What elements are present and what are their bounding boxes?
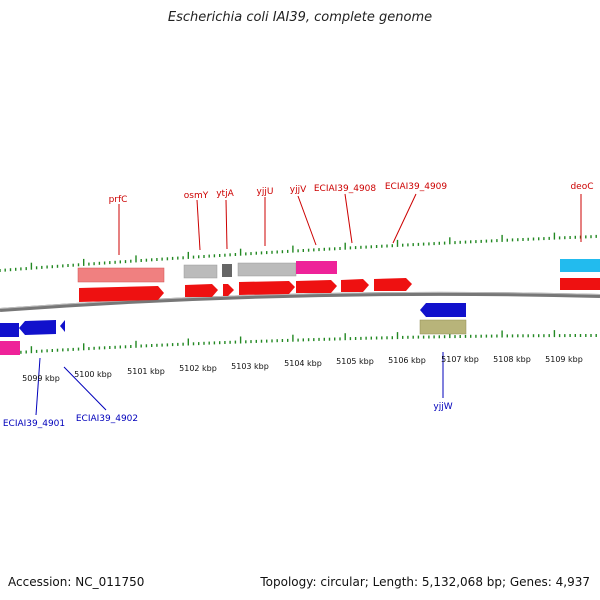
tick-label-5101: 5101 kbp [127,367,165,376]
label-ytjA: ytjA [216,189,234,199]
label-osmY: osmY [184,191,209,201]
osmY-gene[interactable] [185,284,218,297]
deoC-feature[interactable] [560,259,600,272]
ECIAI39_4908-gene[interactable] [341,279,369,292]
genome-backbone [0,291,600,312]
yjjU-gene[interactable] [239,281,295,295]
label-deoC: deoC [570,182,593,192]
ECIAI39_4902-gene[interactable] [19,320,56,335]
tick-label-5104: 5104 kbp [284,359,322,368]
ECIAI39_4901-feature[interactable] [0,341,20,355]
label-ECIAI39_4901: ECIAI39_4901 [3,419,65,429]
prfC-feature[interactable] [77,267,165,283]
label-yjjU: yjjU [257,187,274,197]
tick-label-5106: 5106 kbp [388,356,426,365]
osmY-feature[interactable] [183,264,218,279]
kbp-tick-labels: 5099 kbp 5100 kbp 5101 kbp 5102 kbp 5103… [22,355,583,383]
yjjV-gene[interactable] [296,280,337,293]
prfC-gene[interactable] [79,286,164,302]
inner-tick-ring [0,330,597,355]
ytjA-feature[interactable] [222,264,232,277]
yjjW-feature[interactable] [419,319,467,335]
tick-label-5107: 5107 kbp [441,355,479,364]
genome-backbone-highlight [0,291,600,309]
tick-label-5105: 5105 kbp [336,357,374,366]
yjjW-gene[interactable] [420,303,466,317]
ECIAI39_4909-gene[interactable] [374,278,412,291]
tick-label-5108: 5108 kbp [493,355,531,364]
genome-summary-text: Topology: circular; Length: 5,132,068 bp… [260,575,590,589]
ECIAI39_4901-gene[interactable] [0,323,19,337]
tick-label-5100: 5100 kbp [74,370,112,379]
label-yjjW: yjjW [433,402,452,412]
label-yjjV: yjjV [290,185,307,195]
small-reverse-arrow[interactable] [60,320,65,332]
accession-text: Accession: NC_011750 [8,575,145,589]
map-title: Escherichia coli IAI39, complete genome [167,10,433,25]
forward-label-leaders [118,193,582,255]
ytjA-gene[interactable] [223,284,234,296]
label-ECIAI39_4908: ECIAI39_4908 [314,184,377,194]
label-ECIAI39_4909: ECIAI39_4909 [385,182,448,192]
label-ECIAI39_4902: ECIAI39_4902 [76,414,138,424]
tick-label-5109: 5109 kbp [545,355,583,364]
reverse-label-leaders [35,352,444,416]
yjjV-feature[interactable] [296,261,337,274]
label-prfC: prfC [109,195,128,205]
outer-tick-ring [0,232,597,272]
tick-label-5102: 5102 kbp [179,364,217,373]
yjjU-feature[interactable] [237,262,297,277]
deoC-gene[interactable] [560,278,600,290]
tick-label-5103: 5103 kbp [231,362,269,371]
tick-label-5099: 5099 kbp [22,374,60,383]
